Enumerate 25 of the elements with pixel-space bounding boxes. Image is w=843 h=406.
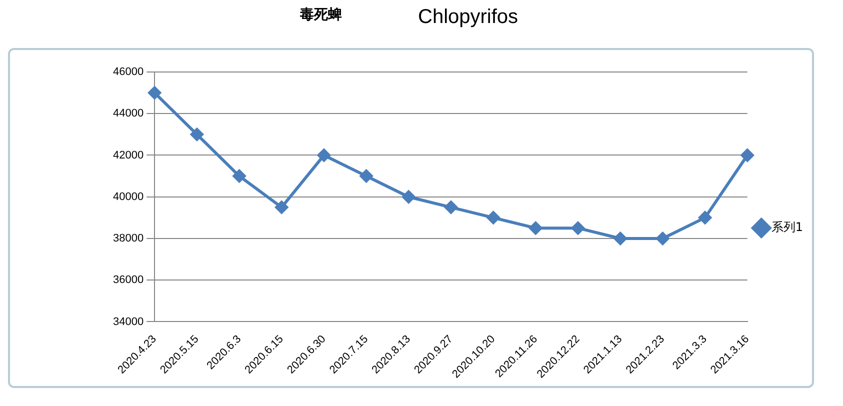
y-tick-label: 40000 bbox=[112, 190, 144, 203]
point bbox=[572, 222, 584, 235]
point bbox=[402, 190, 416, 204]
y-tick-label: 46000 bbox=[112, 66, 144, 78]
point bbox=[148, 86, 162, 100]
point bbox=[360, 170, 373, 183]
point bbox=[486, 211, 500, 224]
point bbox=[698, 211, 712, 224]
point bbox=[275, 200, 288, 214]
point bbox=[614, 232, 627, 245]
chart-subtitle: Chlopyrifos bbox=[418, 6, 518, 29]
point bbox=[190, 128, 204, 141]
point bbox=[232, 170, 246, 183]
y-tick-label: 42000 bbox=[112, 149, 144, 162]
point bbox=[740, 148, 754, 162]
y-tick-label: 38000 bbox=[112, 232, 144, 245]
point bbox=[317, 148, 330, 162]
point bbox=[656, 232, 670, 245]
point bbox=[444, 200, 458, 214]
point bbox=[529, 222, 542, 235]
y-tick-label: 34000 bbox=[112, 316, 144, 328]
y-tick-label: 44000 bbox=[112, 108, 144, 120]
legend-label: 系列1 bbox=[771, 220, 804, 234]
chart-title: 毒死蜱 bbox=[300, 6, 342, 24]
y-tick-label: 36000 bbox=[112, 274, 144, 286]
